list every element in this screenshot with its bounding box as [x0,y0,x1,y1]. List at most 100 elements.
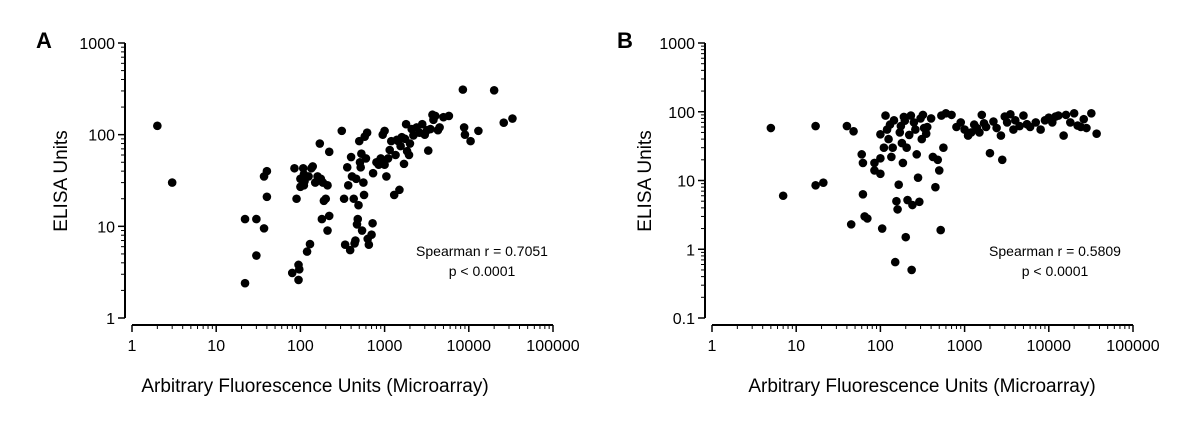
panel-a-data-point [302,247,312,256]
panel-b-data-point [876,154,885,163]
panel-a-data-point [396,141,405,151]
panel-a-data-point [308,162,318,171]
panel-a-data-point [240,278,250,288]
panel-b-data-point [877,224,887,233]
panel-b-y-tick-label: 10 [677,174,695,191]
panel-b-x-tick-label: 100000 [1106,338,1159,355]
panel-b-data-point [956,118,966,127]
panel-b-data-point [811,181,820,190]
panel-a-data-point [444,111,454,121]
panel-b-data-point [846,220,856,229]
panel-a-spearman-annotation: Spearman r = 0.7051 [416,243,548,259]
panel-b-data-point [992,123,1001,133]
panel-b: B 1 10 100 1000 10000 100000 0.1 1 10 100 1000 Arb… [617,28,1160,397]
panel-a-data-point [324,147,334,157]
panel-a-data-point [357,226,367,235]
panel-a-data-point [405,139,415,148]
panel-a-data-point [290,163,299,173]
panel-b-data-point [892,196,901,206]
panel-a-data-point [417,119,427,129]
panel-b-x-tick-label: 10000 [1027,338,1072,355]
panel-b-data-point [947,110,956,120]
panel-b-data-point [913,173,923,182]
panel-a-x-tick-label: 1000 [367,338,403,355]
panel-a-data-point [339,194,349,204]
panel-b-points [766,108,1101,275]
panel-a-data-point [343,181,353,190]
panel-b-data-point [849,126,858,136]
panel-b-data-point [1087,108,1096,118]
panel-b-y-tick-label: 0.1 [673,311,695,328]
panel-b-data-point [904,130,914,140]
panel-b-data-point [977,110,987,120]
panel-b-data-point [811,121,820,131]
panel-b-data-point [975,128,984,137]
panel-a-data-point [362,128,372,138]
panel-b-data-point [1036,125,1045,134]
panel-a-data-point [240,214,250,224]
panel-a-data-point [364,240,374,250]
panel-a-data-point [323,181,332,190]
panel-a-data-point [423,146,433,155]
panel-b-data-point [1061,110,1071,120]
panel-a-data-point [337,126,347,136]
panel-b-data-point [819,178,828,187]
panel-a-data-point [351,236,360,245]
panel-a-data-point [356,163,365,172]
panel-b-data-point [989,117,998,126]
panel-b-data-point [906,111,916,120]
panel-b-data-point [922,122,932,132]
panel-a-data-point [262,192,272,202]
panel-a-data-point [342,163,352,172]
panel-a-data-point [321,194,331,204]
panel-a-x-tick-label: 10000 [447,338,492,355]
panel-b-data-point [915,197,924,207]
panel-b-data-point [881,111,890,120]
panel-b-spearman-annotation: Spearman r = 0.5809 [989,243,1121,259]
panel-a-data-point [351,174,361,184]
panel-b-data-point [981,122,991,132]
panel-b-data-point [895,128,905,137]
panel-a-x-axis-title: Arbitrary Fluorescence Units (Microarray… [141,376,488,397]
panel-a-x-tick-label: 100 [287,338,314,355]
panel-b-data-point [1054,111,1063,120]
panel-b-data-point [890,257,900,267]
panel-b-data-point [926,114,936,123]
panel-b-x-tick-label: 1 [708,338,717,355]
panel-b-data-point [1082,123,1091,133]
panel-b-data-point [766,123,776,133]
panel-a-data-point [399,159,409,169]
panel-a-data-point [345,245,355,255]
panel-a-data-point [367,230,376,240]
panel-a-data-point [349,194,359,204]
panel-b-data-point [898,158,908,168]
panel-b-data-point [1002,118,1012,127]
panel-a-data-point [287,268,297,278]
panel-b-data-point [996,131,1006,140]
panel-b-data-point [893,205,902,214]
panel-b-data-point [1092,129,1101,138]
panel-a-data-point [294,275,303,285]
panel-a-x-tick-label: 1 [128,338,137,355]
panel-a-data-point [305,239,315,249]
panel-a-data-point [489,85,499,95]
panel-a-data-point [435,123,444,132]
panel-b-data-point [1069,108,1079,118]
panel-a-data-point [385,145,395,155]
panel-a-data-point [368,168,378,178]
panel-b-data-point [1079,114,1089,124]
panel-a-data-point [508,114,517,123]
panel-a-x-tick-label: 100000 [526,338,579,355]
panel-b-data-point [1031,118,1041,127]
panel-a-data-point [458,85,468,94]
panel-a-data-point [317,214,327,224]
panel-a-data-point [259,224,269,233]
panel-b-letter: B [617,28,633,53]
panel-a-data-point [460,130,470,139]
panel-a-data-point [346,152,356,162]
panel-b-axes: 1 10 100 1000 10000 100000 0.1 1 10 100 1000 [659,36,1159,355]
panel-b-data-point [912,150,922,159]
panel-b-data-point [931,182,940,192]
panel-b-x-tick-label: 10 [787,338,805,355]
panel-a-data-point [380,126,389,136]
